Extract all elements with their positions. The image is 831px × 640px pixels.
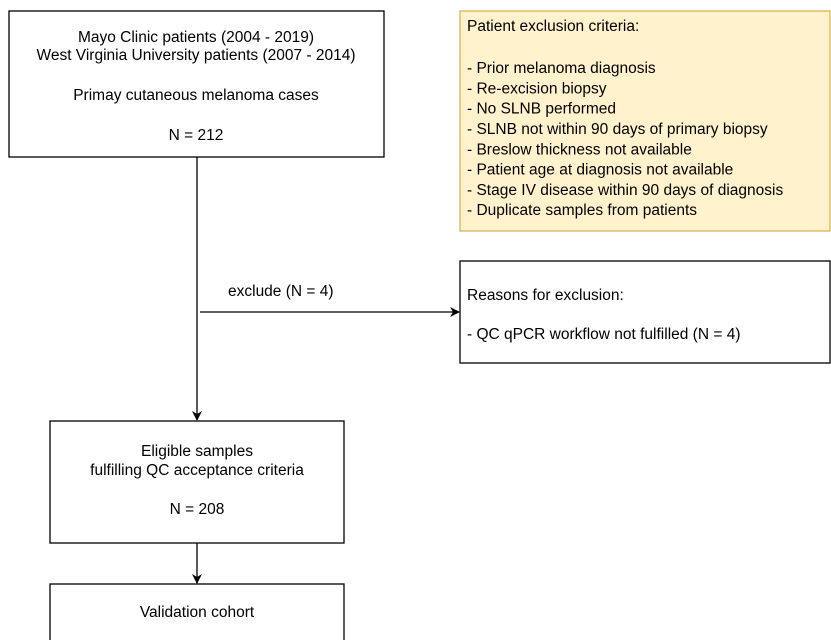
cohort-box <box>49 583 345 640</box>
criteria-item: - Prior melanoma diagnosis <box>467 60 656 77</box>
node-text: Primay cutaneous melanoma cases <box>73 87 319 104</box>
criteria-box <box>459 10 831 232</box>
exclusion-title: Reasons for exclusion: <box>467 287 624 304</box>
node-text: Mayo Clinic patients (2004 - 2019) <box>78 29 314 46</box>
criteria-item: - Re-excision biopsy <box>467 80 607 97</box>
eligible-box <box>49 420 345 544</box>
criteria-item: - No SLNB performed <box>467 101 616 118</box>
criteria-item: - Duplicate samples from patients <box>467 202 697 219</box>
criteria-item: - Breslow thickness not available <box>467 141 692 158</box>
node-text: fulfilling QC acceptance criteria <box>90 462 304 479</box>
criteria-title: Patient exclusion criteria: <box>467 18 639 35</box>
exclusion-item: - QC qPCR workflow not fulfilled (N = 4) <box>467 326 740 343</box>
node-text: Validation cohort <box>140 604 255 621</box>
node-text: N = 212 <box>169 127 224 144</box>
criteria-item: - Stage IV disease within 90 days of dia… <box>467 182 783 199</box>
source-box <box>8 10 385 158</box>
node-text: West Virginia University patients (2007 … <box>36 47 355 64</box>
edge-label: exclude (N = 4) <box>228 283 334 300</box>
criteria-item: - SLNB not within 90 days of primary bio… <box>467 121 768 138</box>
node-text: Eligible samples <box>141 443 253 460</box>
exclusion-box <box>459 260 831 364</box>
criteria-item: - Patient age at diagnosis not available <box>467 162 733 179</box>
node-text: N = 208 <box>170 501 225 518</box>
